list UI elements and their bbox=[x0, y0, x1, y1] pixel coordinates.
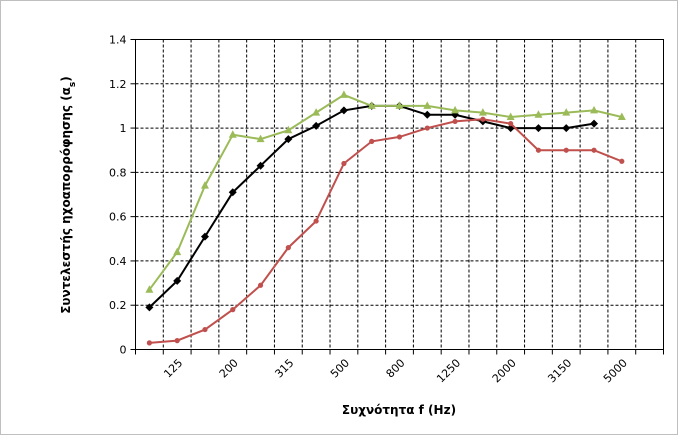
x-tick-label: 1250 bbox=[434, 356, 463, 385]
series-2 bbox=[146, 116, 625, 346]
data-point bbox=[285, 245, 291, 251]
data-point bbox=[284, 135, 293, 144]
data-point bbox=[202, 326, 208, 333]
data-point bbox=[452, 118, 458, 125]
data-point bbox=[617, 112, 626, 120]
y-tick-label: 1.2 bbox=[109, 78, 127, 91]
data-point bbox=[256, 161, 265, 170]
data-point bbox=[396, 134, 403, 140]
data-point bbox=[228, 188, 237, 197]
x-tick-label: 500 bbox=[328, 356, 352, 380]
data-point bbox=[423, 101, 432, 109]
data-point bbox=[562, 108, 571, 116]
y-axis-ticks: 0 0.2 0.4 0.6 0.8 1 1.2 1.4 bbox=[109, 34, 136, 357]
data-point bbox=[230, 307, 236, 313]
data-point bbox=[508, 121, 514, 127]
data-point bbox=[284, 125, 293, 134]
x-tick-label: 125 bbox=[161, 356, 185, 380]
data-point bbox=[145, 285, 154, 293]
data-point bbox=[200, 232, 209, 241]
data-point bbox=[341, 160, 347, 167]
x-axis-title: Συχνότητα f (Hz) bbox=[342, 403, 456, 417]
data-point bbox=[200, 181, 209, 189]
data-point bbox=[257, 282, 264, 288]
y-tick-label: 0.8 bbox=[109, 166, 127, 179]
y-axis-title-close: ) bbox=[59, 76, 73, 81]
data-point bbox=[562, 124, 571, 133]
x-axis-ticks: 125 200 315 500 800 1250 2000 3150 5000 bbox=[135, 349, 664, 385]
data-point bbox=[369, 138, 375, 144]
x-tick-label: 315 bbox=[272, 356, 296, 380]
series-line bbox=[149, 118, 623, 344]
data-point bbox=[339, 90, 348, 98]
data-point bbox=[173, 276, 182, 285]
data-point bbox=[256, 134, 265, 143]
data-point bbox=[506, 112, 515, 120]
series-3 bbox=[145, 90, 626, 293]
data-point bbox=[591, 147, 597, 153]
data-point bbox=[478, 108, 487, 116]
data-point bbox=[563, 147, 569, 153]
data-point bbox=[451, 105, 460, 114]
data-point bbox=[534, 124, 543, 133]
y-tick-label: 1 bbox=[120, 122, 127, 135]
data-point bbox=[619, 158, 625, 164]
y-tick-label: 0.2 bbox=[109, 299, 127, 312]
series-line bbox=[148, 104, 595, 309]
plot-area bbox=[135, 39, 664, 350]
series-layer bbox=[145, 90, 626, 346]
data-point bbox=[145, 303, 154, 312]
y-tick-label: 0.4 bbox=[109, 255, 127, 268]
x-tick-label: 800 bbox=[384, 356, 408, 380]
data-point bbox=[367, 101, 376, 109]
y-axis-title-subscript: s bbox=[68, 82, 78, 87]
data-point bbox=[228, 130, 237, 138]
x-tick-label: 3150 bbox=[545, 356, 574, 385]
x-tick-label: 2000 bbox=[490, 356, 519, 385]
grid bbox=[135, 39, 664, 350]
data-point bbox=[534, 110, 543, 118]
series-1 bbox=[145, 101, 599, 312]
data-point bbox=[312, 121, 321, 130]
data-point bbox=[173, 247, 182, 256]
y-tick-label: 0 bbox=[120, 344, 127, 357]
y-axis-title-main: Συντελεστής ηχοαπορρόφησης (α bbox=[59, 87, 73, 314]
data-point bbox=[313, 218, 319, 224]
data-point bbox=[312, 108, 321, 116]
y-tick-label: 0.6 bbox=[109, 211, 127, 224]
data-point bbox=[535, 147, 542, 153]
data-point bbox=[174, 338, 180, 344]
x-tick-label: 5000 bbox=[601, 356, 630, 385]
x-tick-label: 200 bbox=[217, 356, 241, 380]
y-tick-label: 1.4 bbox=[109, 34, 127, 47]
data-point bbox=[480, 116, 486, 122]
data-point bbox=[590, 119, 599, 128]
data-point bbox=[339, 106, 348, 115]
data-point bbox=[590, 105, 599, 114]
series-line bbox=[148, 93, 623, 291]
y-axis-title: Συντελεστής ηχοαπορρόφησης (αs) bbox=[59, 76, 78, 314]
data-point bbox=[146, 340, 152, 346]
data-point bbox=[424, 125, 430, 131]
data-point bbox=[423, 110, 432, 119]
data-point bbox=[395, 101, 404, 109]
